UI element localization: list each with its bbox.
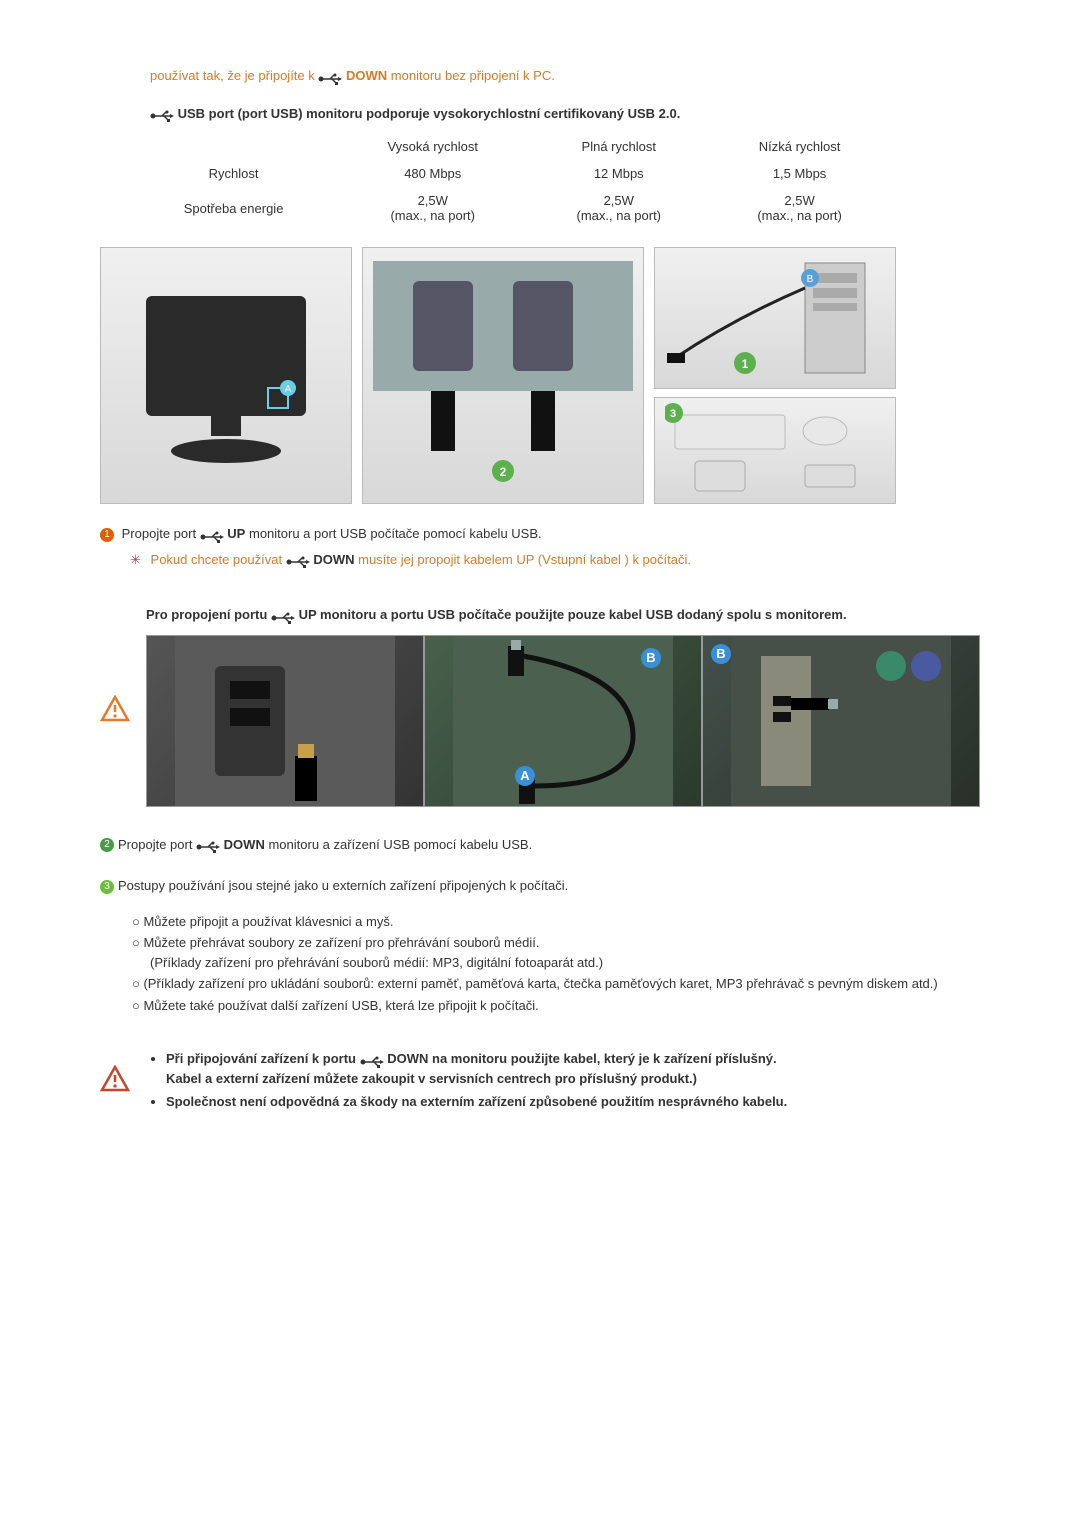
cell: 12 Mbps bbox=[528, 160, 709, 187]
warn2-b1sub: Kabel a externí zařízení můžete zakoupit… bbox=[166, 1069, 980, 1089]
right-image-column: B 1 3 bbox=[654, 247, 896, 504]
peripherals-image: 3 bbox=[654, 397, 896, 504]
top-note-pre: používat tak, že je připojíte k bbox=[150, 68, 318, 83]
badge-b: B bbox=[711, 644, 731, 664]
list-item: Můžete přehrávat soubory ze zařízení pro… bbox=[150, 933, 980, 972]
photo-monitor-ports bbox=[146, 635, 424, 807]
image-row-1: A 2 B 1 bbox=[100, 247, 980, 504]
step-2: 2 Propojte port DOWN monitoru a zařízení … bbox=[100, 835, 980, 855]
warn2-item-1: Při připojování zařízení k portu DOWN na… bbox=[166, 1049, 980, 1088]
badge-b: B bbox=[641, 648, 661, 668]
step1note-pre: Pokud chcete používat bbox=[151, 552, 286, 567]
x-icon: ✳ bbox=[130, 552, 141, 567]
warning-1: Pro propojení portu UP monitoru a portu … bbox=[100, 599, 980, 823]
warning-icon bbox=[100, 695, 130, 726]
cell: 2,5W (max., na port) bbox=[337, 187, 528, 229]
usb-icon bbox=[150, 108, 174, 120]
usage-list: Můžete připojit a používat klávesnici a … bbox=[100, 912, 980, 1016]
usb-icon bbox=[286, 554, 310, 566]
warning-icon bbox=[100, 1065, 130, 1096]
step1-pre: Propojte port bbox=[122, 526, 200, 541]
list-item: Můžete také používat další zařízení USB,… bbox=[150, 996, 980, 1016]
warn1-text: Pro propojení portu UP monitoru a portu … bbox=[146, 605, 980, 625]
cell: 2,5W (max., na port) bbox=[709, 187, 890, 229]
list-item: Můžete připojit a používat klávesnici a … bbox=[150, 912, 980, 932]
step-1-note: ✳ Pokud chcete používat DOWN musíte jej … bbox=[130, 550, 980, 570]
usb-icon bbox=[318, 71, 342, 83]
step2-down: DOWN bbox=[224, 837, 265, 852]
step1-up: UP bbox=[227, 526, 245, 541]
svg-text:3: 3 bbox=[670, 408, 676, 420]
usb-icon bbox=[200, 529, 224, 541]
speed-table: Vysoká rychlost Plná rychlost Nízká rych… bbox=[130, 133, 890, 229]
col-high: Vysoká rychlost bbox=[337, 133, 528, 160]
pc-tower-image: B 1 bbox=[654, 247, 896, 389]
usb-icon bbox=[271, 610, 295, 622]
step2-post: monitoru a zařízení USB pomocí kabelu US… bbox=[268, 837, 532, 852]
usb-icon bbox=[360, 1054, 384, 1066]
svg-text:2: 2 bbox=[500, 465, 507, 479]
warn2-b1pre: Při připojování zařízení k portu bbox=[166, 1051, 360, 1066]
col-empty bbox=[130, 133, 337, 160]
table-header-row: Vysoká rychlost Plná rychlost Nízká rych… bbox=[130, 133, 890, 160]
photo-pc-back: B bbox=[702, 635, 980, 807]
usb-ports-image: 2 bbox=[362, 247, 644, 504]
monitor-rear-image: A bbox=[100, 247, 352, 504]
usb-header-text: USB port (port USB) monitoru podporuje v… bbox=[178, 106, 681, 121]
cable-photo-strip: B A B bbox=[146, 635, 980, 807]
photo-usb-cable: B A bbox=[424, 635, 702, 807]
warning-2-content: Při připojování zařízení k portu DOWN na… bbox=[146, 1045, 980, 1116]
bullet-2-icon: 2 bbox=[100, 838, 114, 852]
row-label: Spotřeba energie bbox=[130, 187, 337, 229]
cell: 2,5W (max., na port) bbox=[528, 187, 709, 229]
top-note-post: monitoru bez připojení k PC. bbox=[391, 68, 555, 83]
warning-2: Při připojování zařízení k portu DOWN na… bbox=[100, 1045, 980, 1116]
warn1-post: monitoru a portu USB počítače použijte p… bbox=[320, 607, 847, 622]
warn2-item-2: Společnost není odpovědná za škody na ex… bbox=[166, 1092, 980, 1112]
list-item: (Příklady zařízení pro ukládání souborů:… bbox=[150, 974, 980, 994]
bullet-3-icon: 3 bbox=[100, 880, 114, 894]
top-note-down: DOWN bbox=[346, 68, 387, 83]
svg-text:1: 1 bbox=[742, 357, 749, 371]
badge-a: A bbox=[515, 766, 535, 786]
col-low: Nízká rychlost bbox=[709, 133, 890, 160]
col-full: Plná rychlost bbox=[528, 133, 709, 160]
step-1: 1 Propojte port UP monitoru a port USB p… bbox=[100, 524, 980, 544]
step3-text: Postupy používání jsou stejné jako u ext… bbox=[118, 878, 568, 893]
cell: 1,5 Mbps bbox=[709, 160, 890, 187]
table-row: Rychlost 480 Mbps 12 Mbps 1,5 Mbps bbox=[130, 160, 890, 187]
step2-pre: Propojte port bbox=[118, 837, 196, 852]
warn2-b1post: na monitoru použijte kabel, který je k z… bbox=[432, 1051, 777, 1066]
step-3: 3 Postupy používání jsou stejné jako u ex… bbox=[100, 876, 980, 896]
warn1-pre: Pro propojení portu bbox=[146, 607, 271, 622]
step1-post: monitoru a port USB počítače pomocí kabe… bbox=[249, 526, 542, 541]
svg-text:B: B bbox=[807, 274, 814, 285]
usb-header-line: USB port (port USB) monitoru podporuje v… bbox=[150, 104, 980, 124]
row-label: Rychlost bbox=[130, 160, 337, 187]
step1note-down: DOWN bbox=[313, 552, 354, 567]
warning-1-content: Pro propojení portu UP monitoru a portu … bbox=[146, 599, 980, 823]
warn1-up: UP bbox=[299, 607, 317, 622]
warn2-b1down: DOWN bbox=[387, 1051, 428, 1066]
table-row: Spotřeba energie 2,5W (max., na port) 2,… bbox=[130, 187, 890, 229]
bullet-1-icon: 1 bbox=[100, 528, 114, 542]
svg-text:A: A bbox=[285, 384, 292, 395]
step1note-post: musíte jej propojit kabelem UP (Vstupní … bbox=[358, 552, 691, 567]
top-note: používat tak, že je připojíte k DOWN mon… bbox=[150, 66, 980, 86]
usb-icon bbox=[196, 839, 220, 851]
cell: 480 Mbps bbox=[337, 160, 528, 187]
